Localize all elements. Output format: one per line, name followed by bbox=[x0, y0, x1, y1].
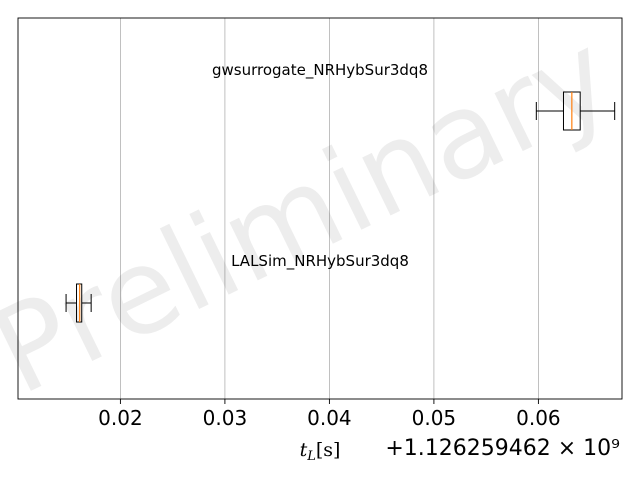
series-label-1: LALSim_NRHybSur3dq8 bbox=[231, 252, 409, 271]
box-LALSim_NRHybSur3dq8: LALSim_NRHybSur3dq8 bbox=[65, 252, 409, 323]
box-gwsurrogate_NRHybSur3dq8: gwsurrogate_NRHybSur3dq8 bbox=[212, 61, 616, 131]
x-tick-label-3: 0.05 bbox=[412, 406, 457, 430]
grid-layer bbox=[120, 18, 539, 399]
x-tick-label-1: 0.03 bbox=[203, 406, 248, 430]
x-tick-label-2: 0.04 bbox=[307, 406, 352, 430]
x-axis-ticks: 0.02 0.03 0.04 0.05 0.06 bbox=[98, 399, 561, 430]
x-axis-label: tL[s] bbox=[300, 439, 341, 464]
x-axis-label-unit: [s] bbox=[316, 439, 341, 461]
x-tick-label-4: 0.06 bbox=[516, 406, 561, 430]
plot-area-frame bbox=[17, 17, 623, 400]
x-axis-label-sub: L bbox=[306, 449, 316, 464]
x-tick-label-0: 0.02 bbox=[98, 406, 143, 430]
series-label-0: gwsurrogate_NRHybSur3dq8 bbox=[212, 61, 428, 80]
series-layer: gwsurrogate_NRHybSur3dq8 LALSim_NRHybSur3… bbox=[65, 61, 616, 323]
x-axis-offset-text: +1.126259462 × 10⁹ bbox=[385, 436, 620, 461]
x-axis-label-t: t bbox=[300, 439, 308, 461]
